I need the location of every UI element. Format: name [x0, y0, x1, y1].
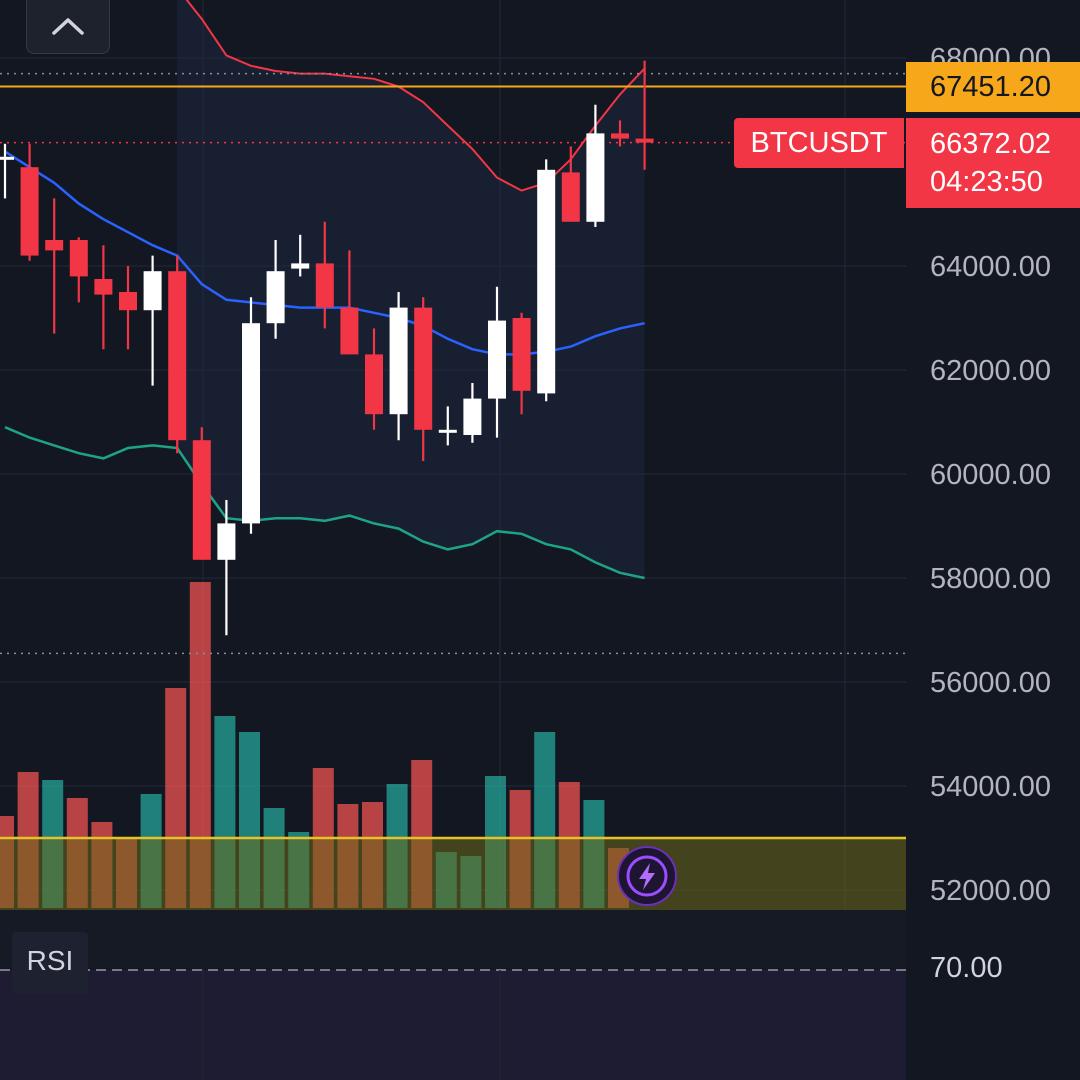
bollinger-lower-line — [4, 426, 645, 580]
price-tick-label: 54000.00 — [930, 771, 1051, 803]
rsi-level-label: 70.00 — [930, 952, 1003, 984]
symbol-label[interactable]: BTCUSDT — [734, 118, 904, 168]
candle-body — [586, 133, 605, 222]
pane-divider — [0, 910, 1080, 968]
bollinger-upper-line — [185, 0, 646, 192]
candle-body — [119, 292, 137, 311]
candle-body — [488, 320, 506, 399]
candle-body — [266, 271, 285, 324]
price-tick-label: 60000.00 — [930, 459, 1051, 491]
lightning-icon — [626, 855, 668, 897]
volume-bar — [189, 582, 211, 908]
candle-body — [340, 307, 359, 355]
candle-body — [45, 240, 64, 251]
candle-body — [217, 523, 236, 560]
alert-bolt-button[interactable] — [617, 846, 677, 906]
candle-body — [365, 354, 383, 415]
candle-body — [242, 323, 260, 524]
candle-body — [94, 279, 113, 295]
price-tick-label: 58000.00 — [930, 563, 1051, 595]
candle-body — [438, 429, 457, 433]
candle-body — [192, 440, 211, 560]
candle-countdown: 04:23:50 — [930, 166, 1043, 198]
rsi-label[interactable]: RSI — [12, 932, 88, 994]
alert-zone — [0, 836, 1080, 968]
candle-body — [611, 133, 629, 139]
candle-body — [512, 318, 531, 391]
current-price-tag: 66372.02 04:23:50 — [906, 118, 1080, 208]
last-price-tag: 67451.20 — [906, 62, 1080, 112]
price-level-lines — [0, 72, 906, 655]
rsi-pane — [0, 969, 906, 1080]
candle-body — [537, 169, 556, 394]
candle-body — [0, 156, 14, 160]
candle-body — [69, 240, 88, 277]
candle-body — [143, 271, 162, 311]
candle-body — [635, 138, 654, 143]
candle-body — [414, 307, 433, 430]
candle-body — [463, 398, 482, 435]
price-tick-label: 56000.00 — [930, 667, 1051, 699]
candle-body — [168, 271, 187, 441]
price-tick-label: 64000.00 — [930, 251, 1051, 283]
bollinger-band-fill — [177, 0, 645, 578]
band-fill-area — [177, 0, 645, 578]
candle-body — [291, 263, 310, 269]
rsi-band — [0, 970, 906, 1080]
candle-body — [315, 263, 334, 308]
candle-body — [561, 172, 580, 222]
current-price-value: 66372.02 — [930, 128, 1051, 160]
price-tick-label: 62000.00 — [930, 355, 1051, 387]
alert-zone-fill — [0, 838, 906, 910]
chevron-up-icon — [52, 18, 84, 35]
candle-body — [389, 307, 408, 415]
candlesticks — [0, 60, 654, 636]
price-tick-label: 52000.00 — [930, 875, 1051, 907]
candle-body — [20, 167, 39, 256]
collapse-button[interactable] — [26, 0, 110, 54]
